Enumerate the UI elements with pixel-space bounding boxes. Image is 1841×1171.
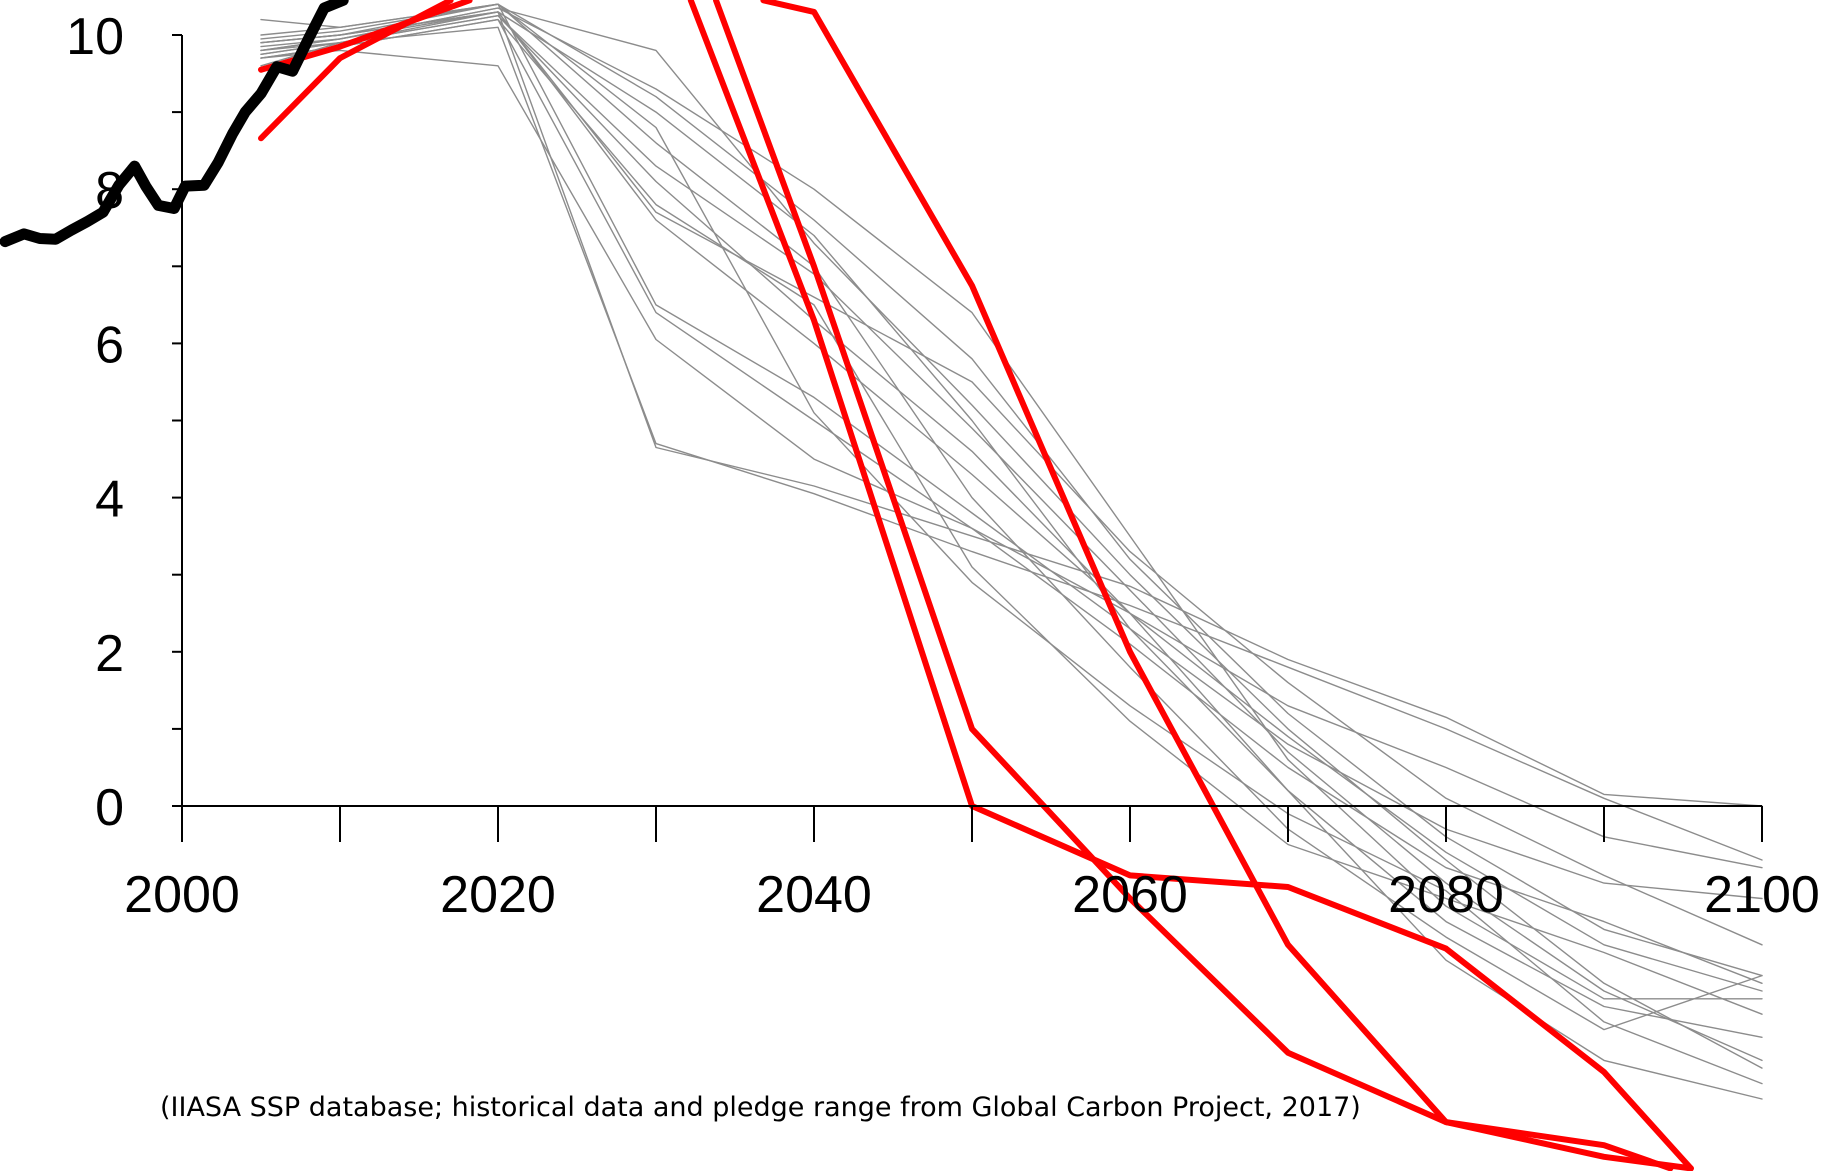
scenario-line-20: [260, 11, 1763, 946]
scenario-line-13: [260, 3, 1763, 977]
scenario-line-9: [260, 49, 1763, 869]
x-tick-label: 2100: [1704, 866, 1820, 924]
y-tick-label: 4: [95, 471, 124, 529]
x-tick-label: 2080: [1388, 866, 1504, 924]
pathway-line-5: [687, 0, 1694, 1171]
x-tick-label: 2020: [440, 866, 556, 924]
scenario-line-17: [260, 7, 1763, 1000]
scenario-line-22: [260, 3, 1763, 1031]
pathway-line-6: [760, 0, 1674, 1171]
pathway-lines-group: [258, 0, 1694, 1171]
historical-line-1: [0, 0, 349, 248]
scenario-line-15: [260, 18, 1763, 1015]
pathway-line-3: [258, 0, 454, 142]
pathway-line-4: [713, 0, 1694, 1171]
x-tick-label: 2040: [756, 866, 872, 924]
historical-line-group: [0, 0, 349, 248]
scenario-line-19: [260, 3, 1763, 1085]
scenario-line-16: [260, 11, 1763, 1039]
y-tick-label: 2: [95, 625, 124, 683]
y-tick-label: 0: [95, 779, 124, 837]
y-tick-label: 8: [95, 162, 124, 220]
y-tick-label: 6: [95, 316, 124, 374]
scenario-line-7: [260, 11, 1763, 807]
axes-group: 0 2 4 6 8 10 2000 2020 2040 2060 2080 2100: [66, 8, 1820, 924]
scenario-line-21: [260, 18, 1763, 984]
source-note: (IIASA SSP database; historical data and…: [160, 1092, 1361, 1123]
scenario-line-10: [260, 3, 1763, 900]
x-tick-label: 2000: [124, 866, 240, 924]
scenario-lines-group: [260, 3, 1763, 1100]
scenario-line-11: [260, 11, 1763, 992]
scenario-line-8: [260, 26, 1763, 861]
y-tick-label: 10: [66, 8, 124, 66]
x-tick-label: 2060: [1072, 866, 1188, 924]
scenario-line-18: [260, 14, 1763, 1100]
